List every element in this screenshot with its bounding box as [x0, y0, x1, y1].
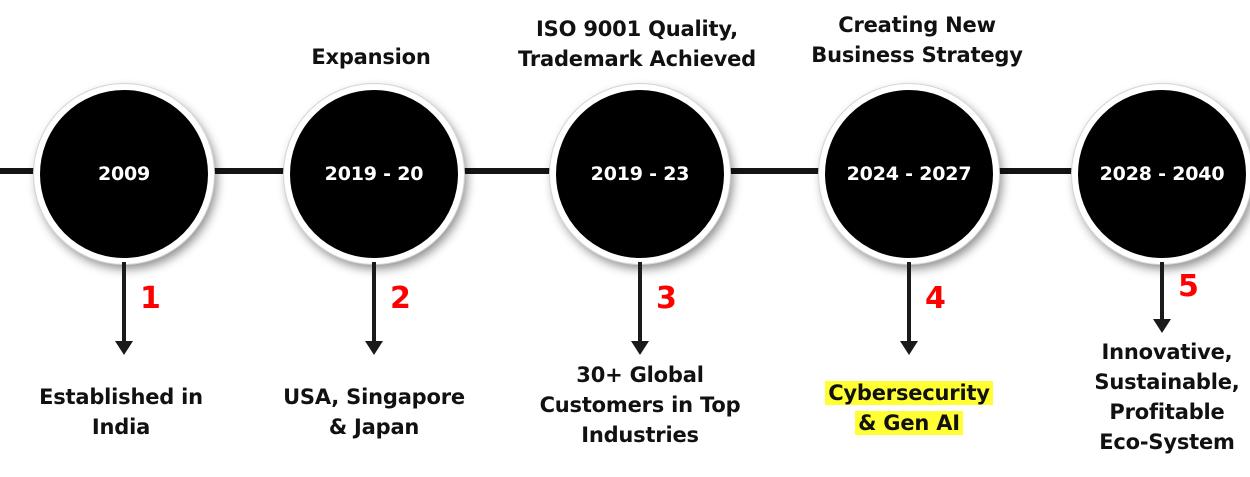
- arrow-shaft: [638, 262, 642, 342]
- milestone-title: ISO 9001 Quality, Trademark Achieved: [487, 14, 787, 74]
- step-number: 2: [390, 281, 411, 316]
- arrow-down-icon: [365, 341, 383, 355]
- description-line: 30+ Global: [576, 363, 704, 387]
- description-line: India: [91, 415, 151, 439]
- milestone-circle: 2024 - 2027: [819, 84, 999, 264]
- arrow-shaft: [122, 262, 126, 342]
- milestone-year: 2019 - 20: [324, 163, 424, 185]
- description-line: USA, Singapore: [283, 385, 465, 409]
- description-line: Sustainable,: [1094, 370, 1240, 394]
- milestone-description: 30+ Global Customers in Top Industries: [515, 360, 765, 450]
- step-number: 5: [1178, 269, 1199, 304]
- arrow-down-icon: [900, 341, 918, 355]
- description-line: Industries: [581, 423, 699, 447]
- arrow-down-icon: [1153, 319, 1171, 333]
- milestone-title: Creating New Business Strategy: [767, 10, 1067, 70]
- description-line: Established in: [39, 385, 203, 409]
- milestone-circle: 2019 - 20: [284, 84, 464, 264]
- title-line: Trademark Achieved: [518, 47, 756, 71]
- milestone-circle: 2019 - 23: [550, 84, 730, 264]
- title-line: Creating New: [838, 13, 996, 37]
- milestone-circle: 2009: [34, 84, 214, 264]
- milestone-description: Innovative, Sustainable, Profitable Eco-…: [1082, 337, 1250, 457]
- description-line: & Gen AI: [784, 408, 1034, 438]
- description-line: Innovative,: [1101, 340, 1233, 364]
- step-number: 4: [925, 281, 946, 316]
- description-line: Cybersecurity: [784, 378, 1034, 408]
- step-number: 3: [656, 281, 677, 316]
- highlighted-text: & Gen AI: [855, 411, 963, 435]
- milestone-description: Established in India: [0, 382, 246, 442]
- milestone-title: Expansion: [221, 42, 521, 72]
- description-line: & Japan: [328, 415, 420, 439]
- milestone-year: 2019 - 23: [590, 163, 690, 185]
- step-number: 1: [140, 281, 161, 316]
- milestone-year: 2024 - 2027: [846, 163, 972, 185]
- highlighted-text: Cybersecurity: [825, 381, 993, 405]
- description-line: Customers in Top: [539, 393, 741, 417]
- arrow-down-icon: [631, 341, 649, 355]
- milestone-description: Cybersecurity & Gen AI: [784, 378, 1034, 438]
- title-line: Business Strategy: [811, 43, 1023, 67]
- arrow-shaft: [372, 262, 376, 342]
- arrow-shaft: [1160, 262, 1164, 320]
- description-line: Eco-System: [1099, 430, 1235, 454]
- milestone-description: USA, Singapore & Japan: [249, 382, 499, 442]
- arrow-shaft: [907, 262, 911, 342]
- description-line: Profitable: [1109, 400, 1225, 424]
- title-line: ISO 9001 Quality,: [536, 17, 738, 41]
- milestone-year: 2028 - 2040: [1099, 163, 1225, 185]
- milestone-circle: 2028 - 2040: [1072, 84, 1250, 264]
- title-line: Expansion: [311, 45, 431, 69]
- arrow-down-icon: [115, 341, 133, 355]
- milestone-year: 2009: [97, 163, 151, 185]
